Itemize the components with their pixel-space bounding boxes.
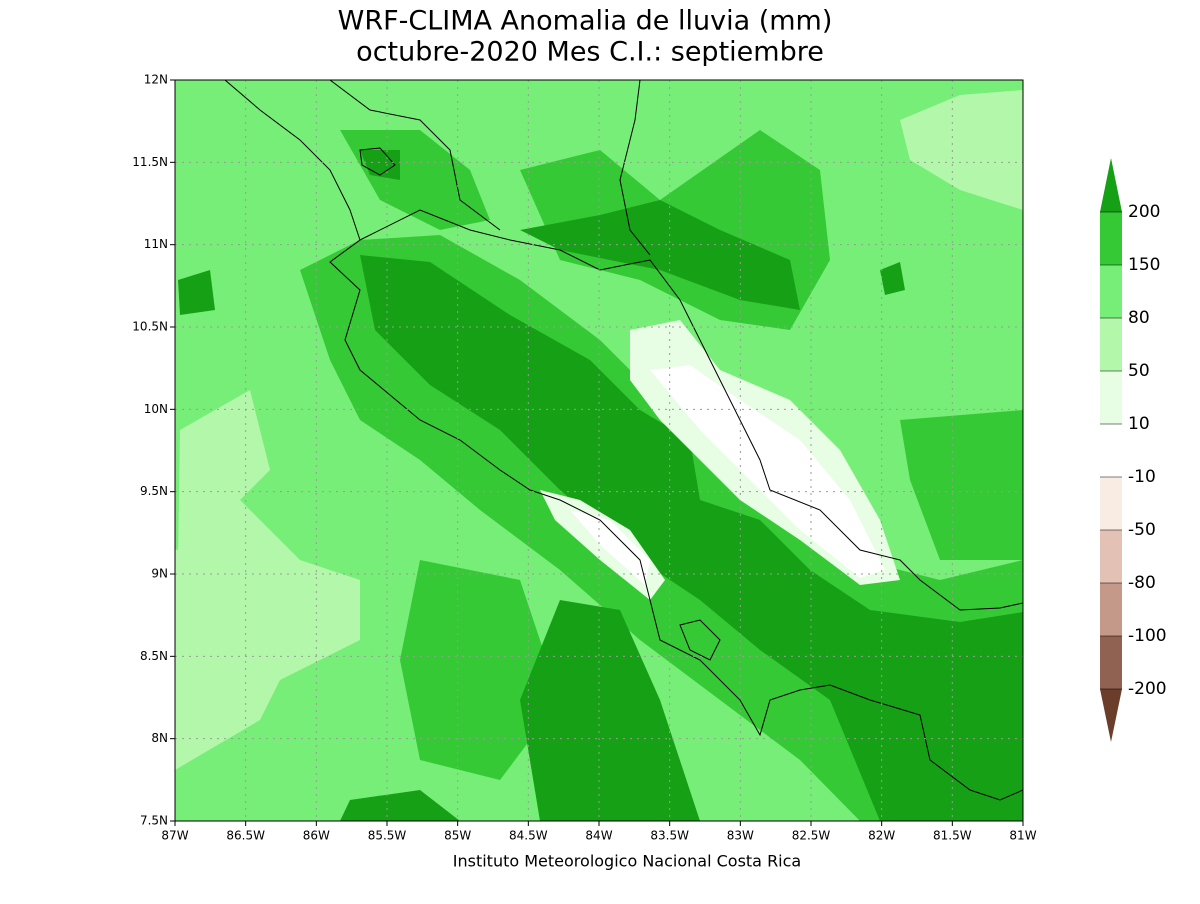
coastline: [224, 80, 1023, 801]
contour-fill: [178, 150, 1023, 821]
contour-fields: [175, 80, 1023, 821]
colorbar-label: -50: [1128, 520, 1156, 540]
colorbar-label: 50: [1128, 361, 1150, 381]
x-tick-label: 86W: [303, 829, 330, 843]
colorbar: 200 150 80 50 10 -10 -50 -80 -100 -200: [1100, 158, 1167, 742]
x-tick-label: 87W: [161, 829, 188, 843]
x-tick-label: 83W: [727, 829, 754, 843]
y-tick-label: 7.5N: [140, 814, 168, 828]
colorbar-arrow: [1100, 689, 1122, 742]
map-subtitle: octubre-2020 Mes C.I.: septiembre: [356, 37, 824, 68]
y-tick-label: 11N: [144, 237, 168, 251]
colorbar-segment: [1100, 530, 1122, 583]
contour-fill: [570, 365, 885, 585]
colorbar-label: 150: [1128, 255, 1160, 275]
colorbar-label: 200: [1128, 202, 1160, 222]
y-tick-label: 9.5N: [140, 484, 168, 498]
colorbar-label: -80: [1128, 573, 1156, 593]
colorbar-segment: [1100, 583, 1122, 636]
y-tick-label: 10N: [144, 402, 168, 416]
credit: Instituto Meteorologico Nacional Costa R…: [453, 852, 801, 871]
colorbar-label: 10: [1128, 414, 1150, 434]
contour-fill: [175, 90, 1023, 770]
x-tick-label: 83.5W: [650, 829, 689, 843]
y-tick-label: 8N: [151, 731, 168, 745]
y-tick-label: 11.5N: [132, 155, 168, 169]
x-tick-label: 85.5W: [368, 829, 407, 843]
y-tick-label: 8.5N: [140, 649, 168, 663]
x-tick-label: 82W: [868, 829, 895, 843]
map-title: WRF-CLIMA Anomalia de lluvia (mm): [338, 6, 833, 37]
colorbar-label: -10: [1128, 467, 1156, 487]
y-tick-label: 12N: [144, 73, 168, 87]
x-tick-label: 82.5W: [792, 829, 831, 843]
x-tick-label: 81.5W: [933, 829, 972, 843]
x-tick-label: 81W: [1009, 829, 1036, 843]
colorbar-label: 80: [1128, 308, 1150, 328]
colorbar-segment: [1100, 265, 1122, 318]
x-tick-label: 85W: [444, 829, 471, 843]
colorbar-segment: [1100, 424, 1122, 477]
colorbar-label: -100: [1128, 626, 1167, 646]
colorbar-segment: [1100, 477, 1122, 530]
axis-ticks: 87W 86.5W 86W 85.5W 85W 84.5W 84W 83.5W 83W 82.5W…: [132, 73, 1036, 843]
colorbar-segment: [1100, 212, 1122, 265]
x-tick-label: 84.5W: [509, 829, 548, 843]
colorbar-segment: [1100, 318, 1122, 371]
colorbar-arrow: [1100, 158, 1122, 212]
colorbar-segment: [1100, 636, 1122, 689]
x-tick-label: 86.5W: [226, 829, 265, 843]
y-tick-label: 10.5N: [132, 320, 168, 334]
colorbar-label: -200: [1128, 679, 1167, 699]
y-tick-label: 9N: [151, 567, 168, 581]
colorbar-segment: [1100, 371, 1122, 424]
x-tick-label: 84W: [585, 829, 612, 843]
